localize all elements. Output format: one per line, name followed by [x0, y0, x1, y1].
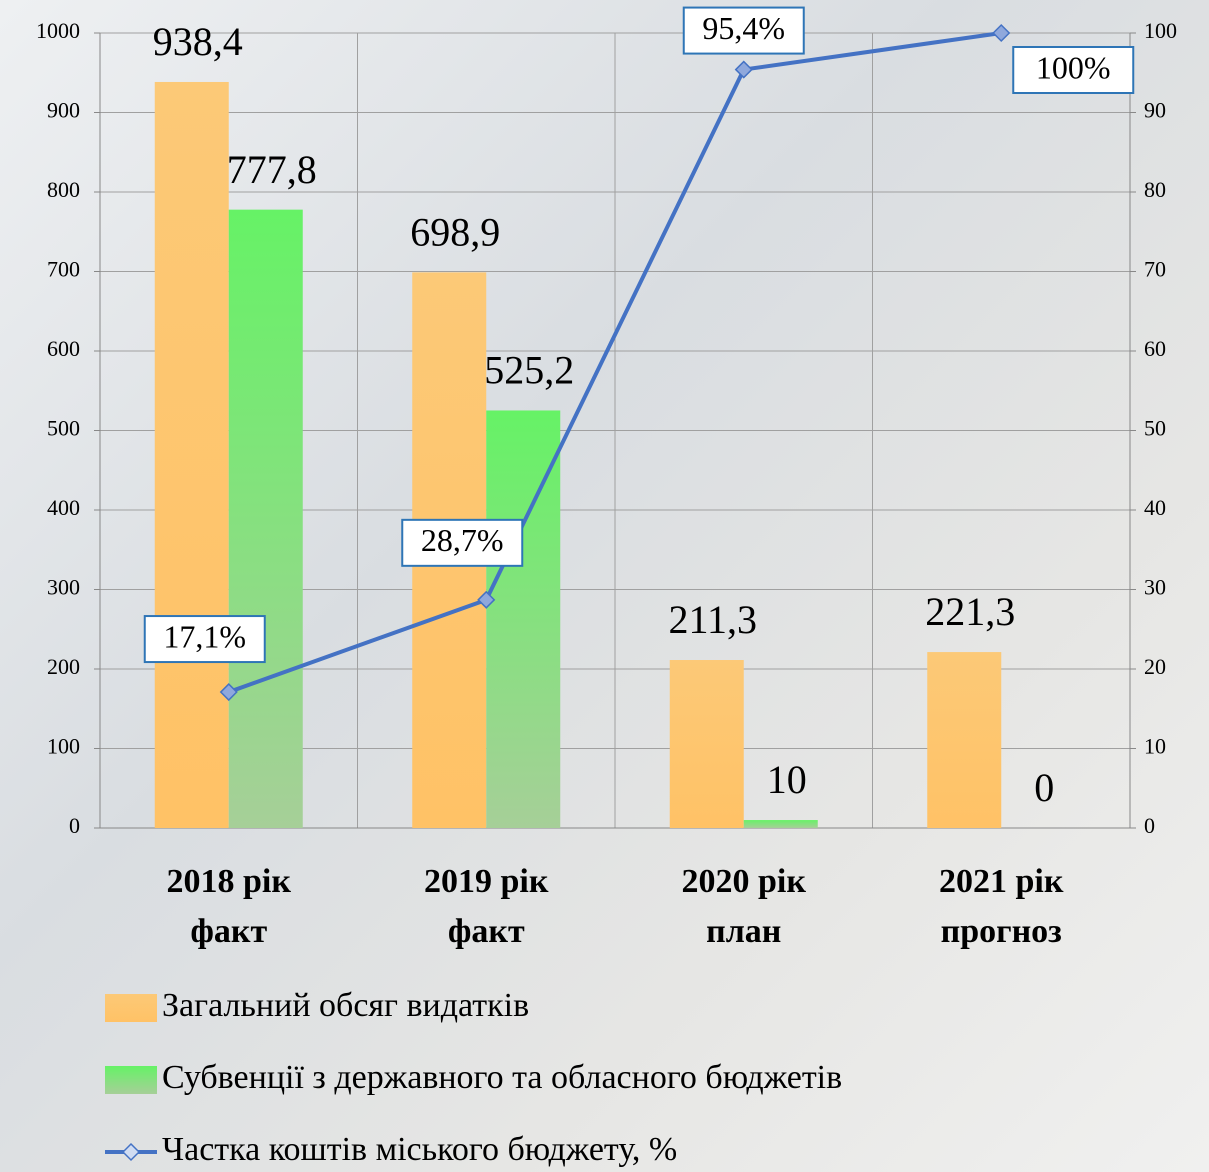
bar [229, 210, 303, 828]
bar [927, 652, 1001, 828]
legend-marker [123, 1144, 139, 1160]
x-tick-label: 2019 рік [424, 863, 549, 900]
line-value-label: 95,4% [702, 10, 785, 46]
y2-tick-label: 10 [1144, 734, 1166, 759]
legend-swatch [105, 994, 157, 1022]
y-tick-label: 100 [47, 734, 80, 759]
y2-tick-label: 80 [1144, 177, 1166, 202]
bar-value-label: 221,3 [925, 589, 1015, 634]
y2-tick-label: 60 [1144, 336, 1166, 361]
line-marker [736, 62, 752, 78]
bar-value-label: 211,3 [668, 597, 757, 642]
y-tick-label: 600 [47, 336, 80, 361]
x-tick-label: 2018 рік [167, 863, 292, 900]
y2-tick-label: 100 [1144, 18, 1177, 43]
bar-value-label: 10 [767, 757, 807, 802]
y-tick-label: 400 [47, 495, 80, 520]
chart: 0100200300400500600700800900100001020304… [0, 0, 1209, 1172]
legend-label: Субвенції з державного та обласного бюдж… [162, 1059, 842, 1096]
bar [744, 820, 818, 828]
y-tick-label: 800 [47, 177, 80, 202]
bar-value-label: 938,4 [153, 19, 243, 64]
y2-tick-label: 0 [1144, 813, 1155, 838]
y-tick-label: 500 [47, 416, 80, 441]
line-value-label: 100% [1036, 49, 1111, 85]
x-tick-label: 2021 рік [939, 863, 1064, 900]
bar-value-label: 698,9 [410, 210, 500, 255]
x-tick-label: факт [190, 913, 267, 950]
bar [670, 660, 744, 828]
bar-value-label: 525,2 [484, 348, 574, 393]
line-value-label: 28,7% [421, 522, 504, 558]
y2-tick-label: 30 [1144, 575, 1166, 600]
line-value-label: 17,1% [163, 618, 246, 654]
y2-tick-label: 50 [1144, 416, 1166, 441]
y-tick-label: 300 [47, 575, 80, 600]
x-tick-label: 2020 рік [682, 863, 807, 900]
y-tick-label: 900 [47, 98, 80, 123]
y2-tick-label: 40 [1144, 495, 1166, 520]
line-marker [993, 25, 1009, 41]
y-tick-label: 0 [69, 813, 80, 838]
x-tick-label: прогноз [941, 913, 1062, 950]
y2-tick-label: 70 [1144, 257, 1166, 282]
x-tick-label: план [706, 913, 781, 950]
y-tick-label: 1000 [36, 18, 80, 43]
y2-tick-label: 20 [1144, 654, 1166, 679]
y-tick-label: 700 [47, 257, 80, 282]
legend-label: Частка коштів міського бюджету, % [162, 1131, 677, 1168]
legend-swatch [105, 1066, 157, 1094]
x-tick-label: факт [448, 913, 525, 950]
bar-value-label: 0 [1034, 765, 1054, 810]
y2-tick-label: 90 [1144, 98, 1166, 123]
bar-value-label: 777,8 [227, 147, 317, 192]
y-tick-label: 200 [47, 654, 80, 679]
bar [155, 82, 229, 828]
page: {"chart_data": {"type": "bar-line", "cat… [0, 0, 1209, 1172]
legend-label: Загальний обсяг видатків [162, 987, 529, 1024]
